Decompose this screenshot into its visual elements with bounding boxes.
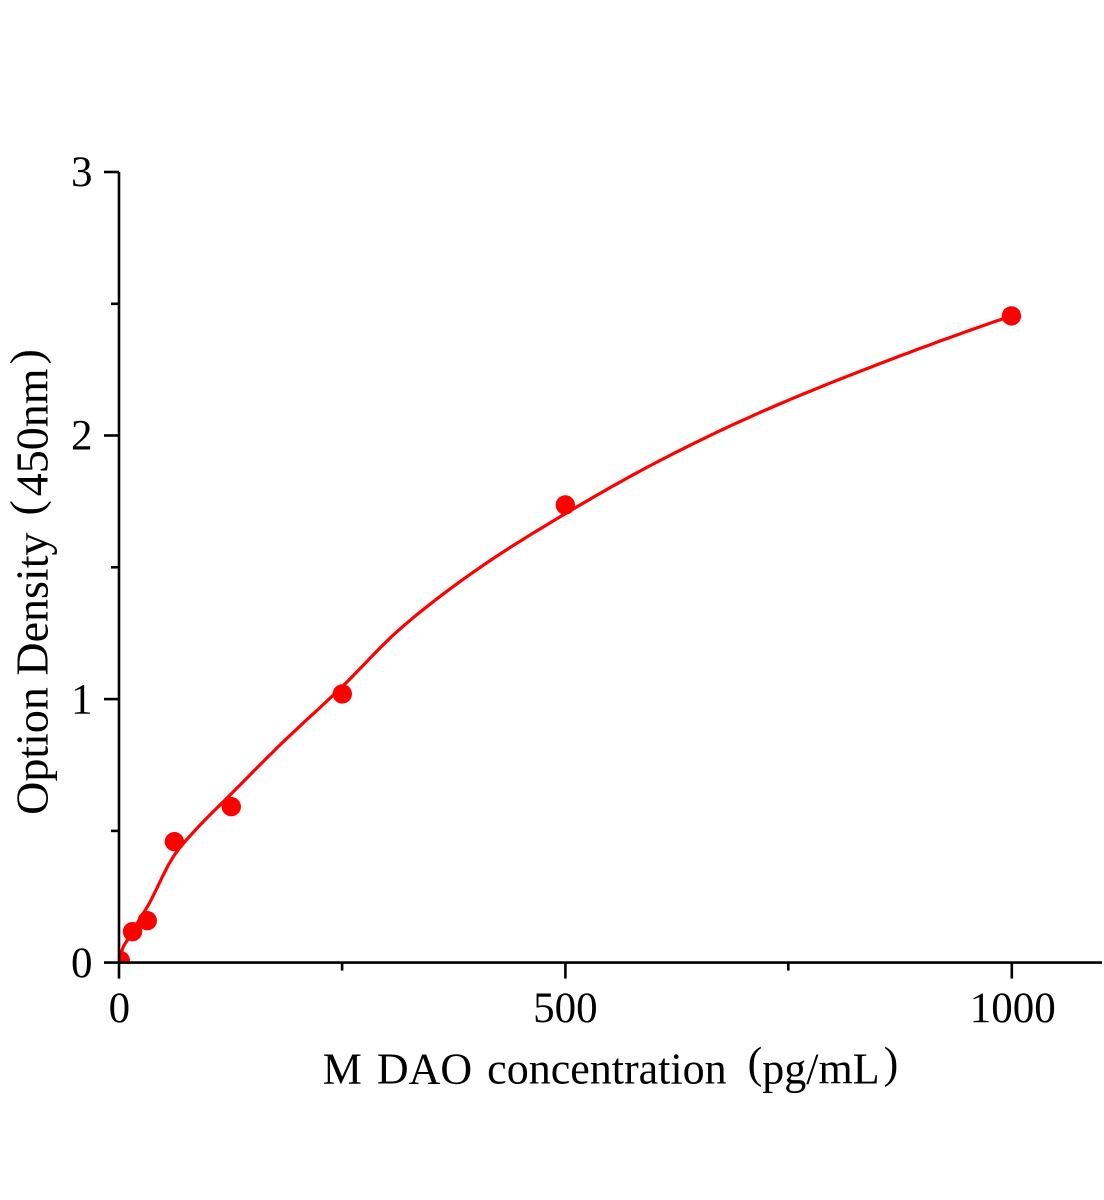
svg-text:2: 2 <box>71 413 93 460</box>
svg-text:1: 1 <box>71 676 93 723</box>
svg-text:1000: 1000 <box>970 985 1056 1032</box>
svg-text:Option Density(450nm): Option Density(450nm) <box>1 349 58 815</box>
svg-text:3: 3 <box>71 149 93 196</box>
svg-text:500: 500 <box>533 985 598 1032</box>
svg-text:0: 0 <box>109 985 131 1032</box>
svg-text:0: 0 <box>71 940 93 987</box>
svg-text:M DAO concentration(pg/mL): M DAO concentration (pg/mL) <box>323 1039 899 1094</box>
